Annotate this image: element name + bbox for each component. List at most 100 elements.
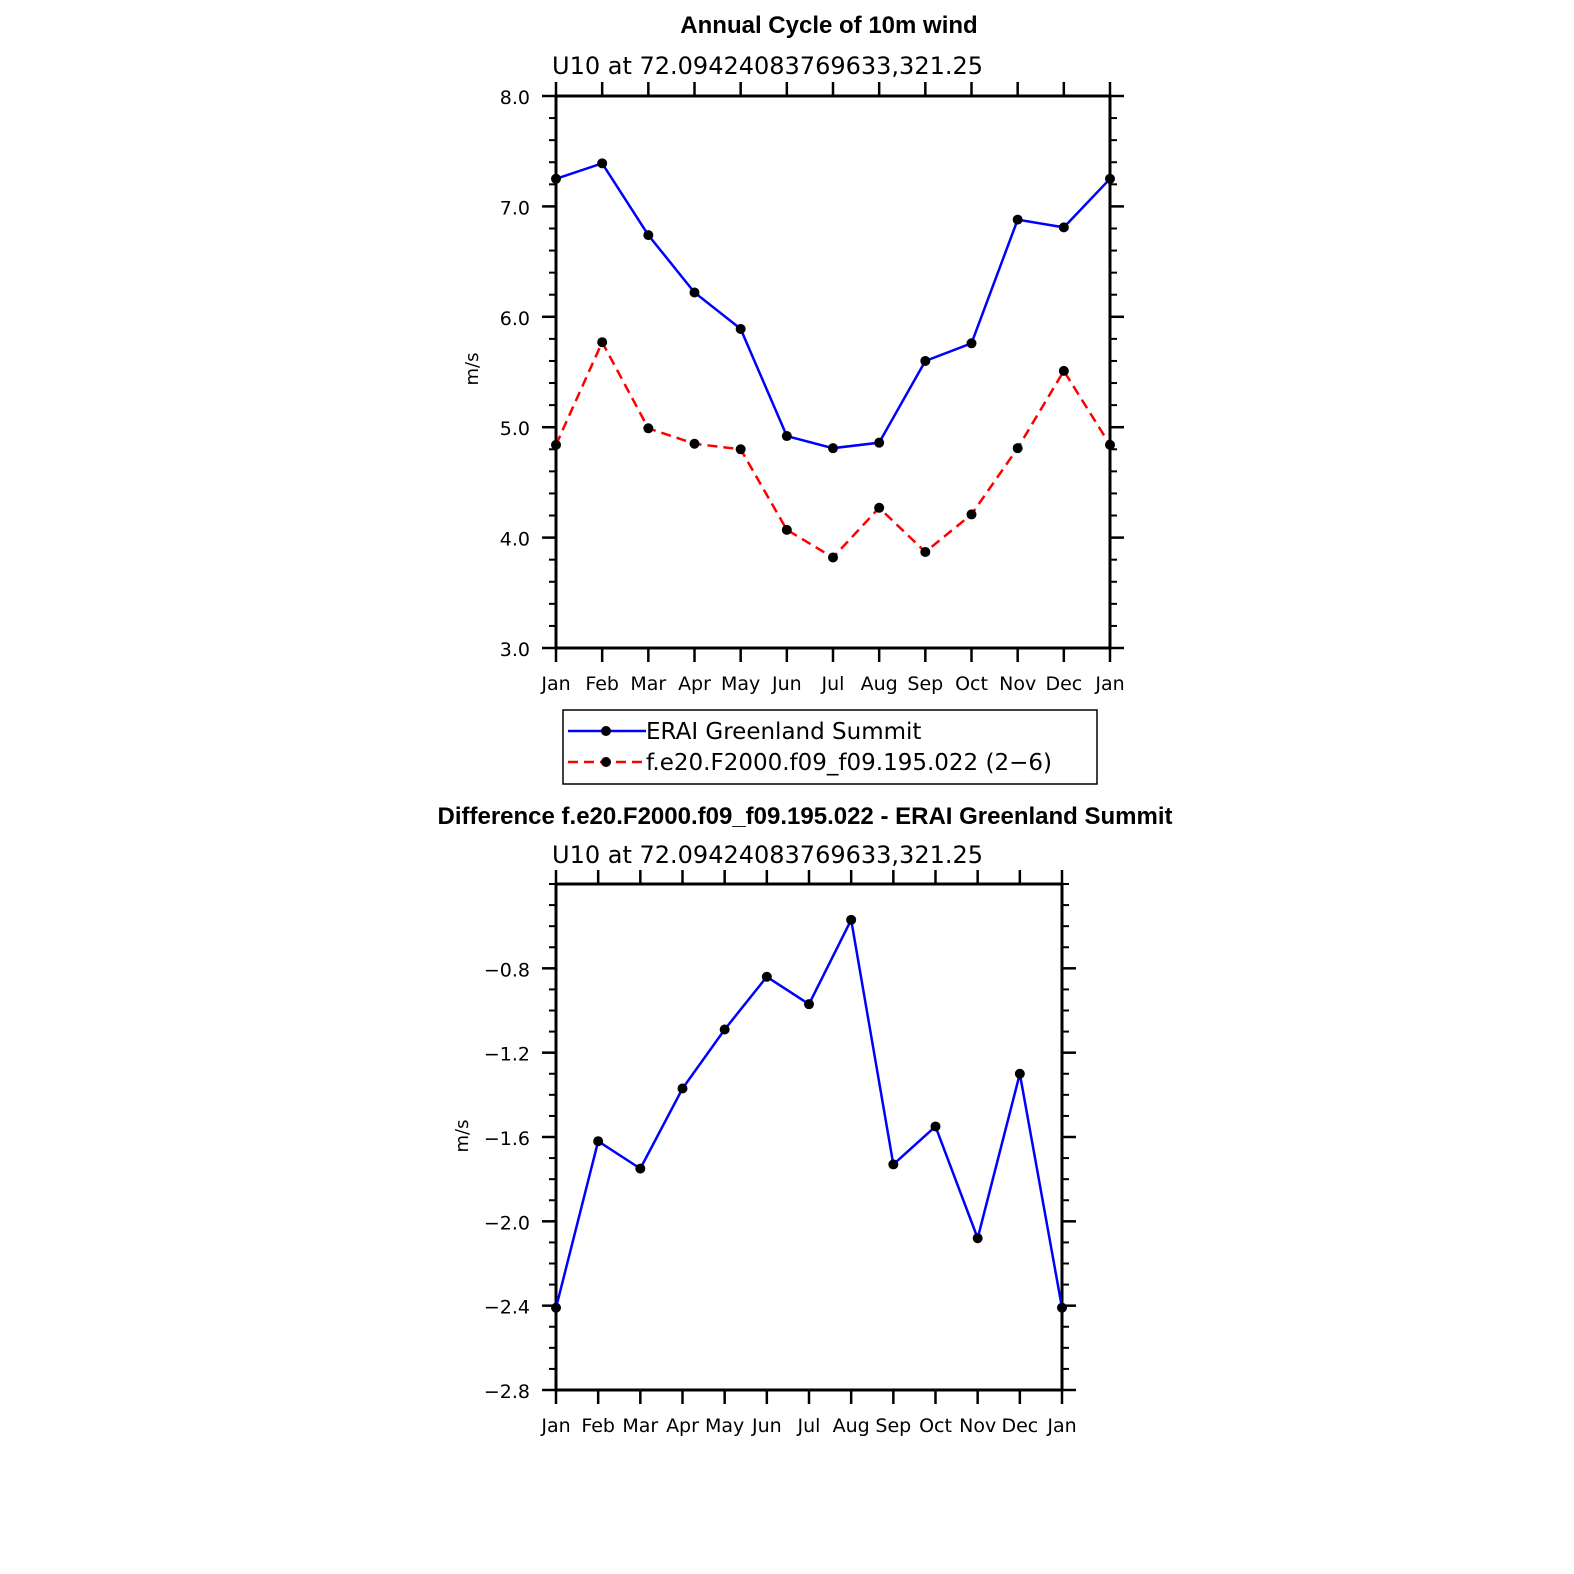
y-tick-label: −1.6 [484, 1128, 530, 1150]
axes: Jan Feb Mar Apr May Jun Jul Aug Sep Oct Nov Dec Jan 3… [500, 82, 1125, 695]
y-tick-label: −0.8 [484, 959, 530, 981]
data-point [597, 158, 608, 169]
data-point [1012, 214, 1023, 225]
plot-series [551, 914, 1067, 1313]
x-tick-label: Jan [1046, 1415, 1076, 1437]
x-tick-label: Dec [1001, 1415, 1038, 1437]
x-tick-label: Jan [1094, 673, 1124, 695]
data-point [846, 914, 857, 925]
x-tick-label: Jun [751, 1415, 782, 1437]
y-tick-label: 8.0 [500, 87, 530, 109]
x-tick-label: May [721, 673, 760, 695]
data-point [735, 323, 746, 334]
data-point [888, 1159, 899, 1170]
series-line [554, 915, 1064, 1309]
data-point [551, 173, 561, 184]
legend-marker-erai [601, 726, 611, 736]
data-point [593, 1136, 604, 1147]
annual-cycle-chart: Annual Cycle of 10m wind U10 at 72.09424… [462, 12, 1125, 785]
data-point [1105, 439, 1115, 450]
x-tick-label: Jul [797, 1415, 821, 1437]
data-point [689, 438, 700, 449]
series-line [555, 161, 1111, 450]
data-point [1012, 443, 1023, 454]
data-point [1105, 173, 1115, 184]
x-tick-label: Aug [861, 673, 898, 695]
data-point [930, 1121, 941, 1132]
data-point [874, 437, 885, 448]
y-tick-label: 6.0 [500, 308, 530, 330]
x-tick-label: Jul [821, 673, 845, 695]
data-point [966, 509, 977, 520]
data-point [828, 443, 838, 454]
plot-series [551, 158, 1115, 563]
data-point [804, 999, 814, 1010]
y-tick-label: −1.2 [484, 1044, 530, 1066]
chart-title: Annual Cycle of 10m wind [680, 12, 977, 39]
data-point [719, 1024, 730, 1035]
data-point [1014, 1068, 1025, 1079]
data-point [551, 1302, 561, 1313]
data-point [1057, 1302, 1067, 1313]
data-point [735, 444, 746, 455]
data-point [689, 287, 700, 298]
y-tick-label: 7.0 [500, 197, 530, 219]
data-point [966, 338, 977, 349]
x-tick-label: Oct [919, 1415, 952, 1437]
x-tick-label: Sep [907, 673, 943, 695]
x-tick-label: Feb [581, 1415, 615, 1437]
x-tick-label: Apr [678, 673, 711, 695]
data-point [597, 337, 608, 348]
x-tick-label: Oct [955, 673, 988, 695]
data-point [1058, 222, 1069, 233]
y-tick-label: 5.0 [500, 418, 530, 440]
legend: ERAI Greenland Summit f.e20.F2000.f09_f0… [562, 709, 1098, 785]
chart-title: Difference f.e20.F2000.f09_f09.195.022 -… [438, 803, 1173, 830]
x-tick-label: Nov [999, 673, 1036, 695]
legend-label-model: f.e20.F2000.f09_f09.195.022 (2−6) [646, 750, 1052, 776]
x-tick-label: Mar [622, 1415, 658, 1437]
x-tick-label: Dec [1045, 673, 1082, 695]
axes: Jan Feb Mar Apr May Jun Jul Aug Sep Oct Nov Dec Jan−… [484, 870, 1077, 1437]
x-tick-label: Apr [666, 1415, 699, 1437]
data-point [643, 230, 654, 241]
data-point [761, 971, 772, 982]
x-tick-label: Jan [540, 673, 570, 695]
data-point [828, 552, 838, 563]
data-point [781, 431, 792, 442]
x-tick-label: May [705, 1415, 744, 1437]
chart-subtitle: U10 at 72.09424083769633,321.25 [552, 841, 983, 869]
data-point [635, 1163, 646, 1174]
data-point [677, 1083, 688, 1094]
y-tick-label: −2.0 [484, 1212, 530, 1234]
plot-frame [554, 94, 1112, 650]
legend-label-erai: ERAI Greenland Summit [646, 719, 921, 745]
y-axis-label: m/s [462, 353, 483, 386]
legend-box [562, 709, 1098, 785]
y-axis-label: m/s [452, 1120, 473, 1153]
chart-subtitle: U10 at 72.09424083769633,321.25 [552, 52, 983, 80]
y-tick-label: −2.8 [484, 1381, 530, 1403]
y-tick-label: −2.4 [484, 1297, 530, 1319]
x-tick-label: Jan [540, 1415, 570, 1437]
x-tick-label: Sep [875, 1415, 911, 1437]
data-point [920, 355, 931, 366]
x-tick-label: Aug [833, 1415, 870, 1437]
x-tick-label: Feb [585, 673, 619, 695]
data-point [551, 439, 561, 450]
data-point [920, 546, 931, 557]
x-tick-label: Nov [959, 1415, 996, 1437]
data-point [643, 423, 654, 434]
data-point [781, 524, 792, 535]
y-tick-label: 3.0 [500, 639, 530, 661]
data-point [874, 502, 885, 513]
plot-frame [554, 882, 1064, 1392]
x-tick-label: Mar [630, 673, 666, 695]
difference-chart: Difference f.e20.F2000.f09_f09.195.022 -… [438, 803, 1173, 1437]
data-point [1058, 365, 1069, 376]
legend-marker-model [601, 757, 611, 767]
y-tick-label: 4.0 [500, 529, 530, 551]
data-point [972, 1233, 983, 1244]
x-tick-label: Jun [771, 673, 802, 695]
